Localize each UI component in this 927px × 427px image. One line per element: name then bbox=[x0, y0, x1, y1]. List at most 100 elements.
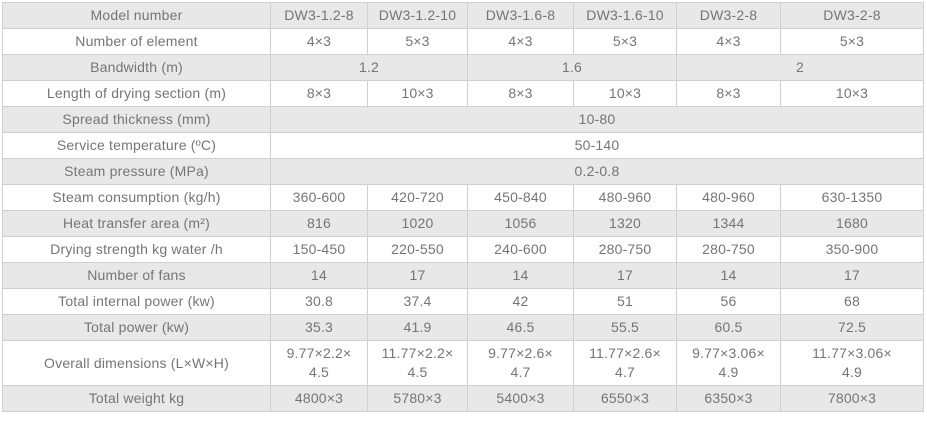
value-cell: 1.2 bbox=[270, 54, 468, 81]
table-row: Model number DW3-1.2-8 DW3-1.2-10 DW3-1.6-8… bbox=[2, 2, 924, 29]
row-label: Number of fans bbox=[2, 262, 271, 289]
row-label: Service temperature (ºC) bbox=[2, 132, 271, 159]
value-cell: 350-900 bbox=[780, 236, 924, 263]
value-cell: 1320 bbox=[573, 210, 677, 237]
value-cell: 5780×3 bbox=[367, 385, 468, 412]
table-row: Total weight kg 4800×3 5780×3 5400×3 6550×3 6… bbox=[2, 385, 924, 412]
row-label: Total power (kw) bbox=[2, 314, 271, 341]
value-cell: 1056 bbox=[467, 210, 574, 237]
value-cell: DW3-1.2-8 bbox=[270, 2, 368, 29]
value-cell: 420-720 bbox=[367, 184, 468, 211]
row-label: Total weight kg bbox=[2, 385, 271, 412]
value-cell: 9.77×2.6× 4.7 bbox=[467, 340, 574, 386]
row-label: Total internal power (kw) bbox=[2, 288, 271, 315]
value-cell: 9.77×2.2× 4.5 bbox=[270, 340, 368, 386]
value-cell: 14 bbox=[467, 262, 574, 289]
value-cell: 9.77×3.06× 4.9 bbox=[676, 340, 781, 386]
value-cell: DW3-2-8 bbox=[676, 2, 781, 29]
value-cell: 5×3 bbox=[573, 28, 677, 55]
value-cell: 7800×3 bbox=[780, 385, 924, 412]
value-cell: 6550×3 bbox=[573, 385, 677, 412]
value-cell: 5×3 bbox=[780, 28, 924, 55]
value-cell: DW3-1.6-8 bbox=[467, 2, 574, 29]
value-cell: 1.6 bbox=[467, 54, 677, 81]
row-label: Overall dimensions (L×W×H) bbox=[2, 340, 271, 386]
value-cell: 2 bbox=[676, 54, 924, 81]
value-cell: 360-600 bbox=[270, 184, 368, 211]
value-cell: 37.4 bbox=[367, 288, 468, 315]
value-cell: 6350×3 bbox=[676, 385, 781, 412]
value-cell: 0.2-0.8 bbox=[270, 158, 924, 185]
value-cell: 4×3 bbox=[676, 28, 781, 55]
value-cell: 450-840 bbox=[467, 184, 574, 211]
value-cell: 150-450 bbox=[270, 236, 368, 263]
value-cell: 30.8 bbox=[270, 288, 368, 315]
table-row: Steam pressure (MPa) 0.2-0.8 bbox=[2, 158, 924, 185]
table-row: Service temperature (ºC) 50-140 bbox=[2, 132, 924, 159]
row-label: Drying strength kg water /h bbox=[2, 236, 271, 263]
value-cell: 50-140 bbox=[270, 132, 924, 159]
value-cell: 4800×3 bbox=[270, 385, 368, 412]
value-cell: 1020 bbox=[367, 210, 468, 237]
value-cell: 60.5 bbox=[676, 314, 781, 341]
value-cell: 1680 bbox=[780, 210, 924, 237]
value-cell: 11.77×2.2× 4.5 bbox=[367, 340, 468, 386]
value-cell: 8×3 bbox=[676, 80, 781, 107]
value-cell: 17 bbox=[780, 262, 924, 289]
table-row: Overall dimensions (L×W×H) 9.77×2.2× 4.5 1… bbox=[2, 340, 924, 386]
value-cell: 280-750 bbox=[676, 236, 781, 263]
row-label: Steam consumption (kg/h) bbox=[2, 184, 271, 211]
spec-table-body: Model number DW3-1.2-8 DW3-1.2-10 DW3-1.6-8… bbox=[2, 2, 924, 412]
value-cell: 5400×3 bbox=[467, 385, 574, 412]
value-cell: 10×3 bbox=[367, 80, 468, 107]
value-cell: 56 bbox=[676, 288, 781, 315]
table-row: Drying strength kg water /h 150-450 220-55… bbox=[2, 236, 924, 263]
value-cell: 72.5 bbox=[780, 314, 924, 341]
row-label: Heat transfer area (m²) bbox=[2, 210, 271, 237]
value-cell: 10×3 bbox=[780, 80, 924, 107]
value-cell: 280-750 bbox=[573, 236, 677, 263]
value-cell: 8×3 bbox=[270, 80, 368, 107]
value-cell: 46.5 bbox=[467, 314, 574, 341]
value-cell: 42 bbox=[467, 288, 574, 315]
value-cell: 480-960 bbox=[573, 184, 677, 211]
value-cell: 11.77×3.06× 4.9 bbox=[780, 340, 924, 386]
value-cell: 816 bbox=[270, 210, 368, 237]
table-row: Number of element 4×3 5×3 4×3 5×3 4×3 5×3 bbox=[2, 28, 924, 55]
spec-table-container: Model number DW3-1.2-8 DW3-1.2-10 DW3-1.6-8… bbox=[2, 2, 924, 412]
row-label: Model number bbox=[2, 2, 271, 29]
table-row: Heat transfer area (m²) 816 1020 1056 1320 13… bbox=[2, 210, 924, 237]
value-cell: 630-1350 bbox=[780, 184, 924, 211]
value-cell: 10×3 bbox=[573, 80, 677, 107]
value-cell: 17 bbox=[367, 262, 468, 289]
value-cell: 41.9 bbox=[367, 314, 468, 341]
value-cell: 5×3 bbox=[367, 28, 468, 55]
table-row: Number of fans 14 17 14 17 14 17 bbox=[2, 262, 924, 289]
value-cell: 68 bbox=[780, 288, 924, 315]
row-label: Steam pressure (MPa) bbox=[2, 158, 271, 185]
value-cell: 8×3 bbox=[467, 80, 574, 107]
value-cell: 480-960 bbox=[676, 184, 781, 211]
row-label: Length of drying section (m) bbox=[2, 80, 271, 107]
value-cell: 11.77×2.6× 4.7 bbox=[573, 340, 677, 386]
value-cell: 51 bbox=[573, 288, 677, 315]
table-row: Steam consumption (kg/h) 360-600 420-720 45… bbox=[2, 184, 924, 211]
value-cell: DW3-1.6-10 bbox=[573, 2, 677, 29]
value-cell: 220-550 bbox=[367, 236, 468, 263]
spec-table: Model number DW3-1.2-8 DW3-1.2-10 DW3-1.6-8… bbox=[2, 2, 924, 412]
value-cell: DW3-2-8 bbox=[780, 2, 924, 29]
value-cell: 17 bbox=[573, 262, 677, 289]
value-cell: 240-600 bbox=[467, 236, 574, 263]
value-cell: 4×3 bbox=[270, 28, 368, 55]
value-cell: 35.3 bbox=[270, 314, 368, 341]
value-cell: 4×3 bbox=[467, 28, 574, 55]
table-row: Total power (kw) 35.3 41.9 46.5 55.5 60.5 72.5 bbox=[2, 314, 924, 341]
value-cell: 55.5 bbox=[573, 314, 677, 341]
value-cell: 14 bbox=[676, 262, 781, 289]
table-row: Total internal power (kw) 30.8 37.4 42 51 56 6… bbox=[2, 288, 924, 315]
row-label: Spread thickness (mm) bbox=[2, 106, 271, 133]
row-label: Number of element bbox=[2, 28, 271, 55]
value-cell: 10-80 bbox=[270, 106, 924, 133]
table-row: Length of drying section (m) 8×3 10×3 8×3 10… bbox=[2, 80, 924, 107]
table-row: Bandwidth (m) 1.2 1.6 2 bbox=[2, 54, 924, 81]
